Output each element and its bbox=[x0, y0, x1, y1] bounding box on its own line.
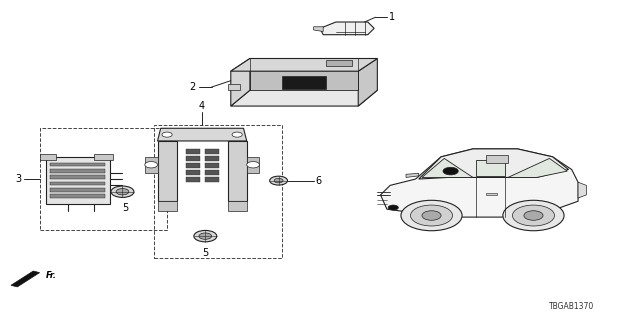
Text: 6: 6 bbox=[316, 176, 322, 186]
Bar bbox=[40, 128, 167, 230]
Circle shape bbox=[145, 162, 157, 168]
Bar bbox=[205, 170, 220, 175]
Polygon shape bbox=[231, 59, 378, 71]
Circle shape bbox=[199, 233, 212, 239]
Text: 1: 1 bbox=[389, 12, 395, 22]
Polygon shape bbox=[231, 59, 250, 106]
Bar bbox=[186, 177, 200, 182]
Polygon shape bbox=[578, 182, 586, 198]
Polygon shape bbox=[486, 155, 508, 163]
Polygon shape bbox=[419, 149, 568, 179]
Polygon shape bbox=[157, 201, 177, 211]
Polygon shape bbox=[11, 271, 40, 287]
Text: 4: 4 bbox=[199, 101, 205, 111]
Polygon shape bbox=[326, 60, 352, 67]
Bar bbox=[51, 163, 104, 166]
Bar bbox=[51, 188, 104, 192]
Bar bbox=[186, 163, 200, 168]
Polygon shape bbox=[40, 154, 56, 160]
Circle shape bbox=[274, 178, 283, 183]
Circle shape bbox=[513, 205, 554, 226]
Polygon shape bbox=[422, 158, 473, 178]
Bar bbox=[186, 149, 200, 154]
Circle shape bbox=[422, 211, 441, 220]
Bar bbox=[186, 170, 200, 175]
Circle shape bbox=[116, 188, 129, 195]
Bar bbox=[51, 181, 104, 185]
Text: 2: 2 bbox=[189, 82, 196, 92]
Polygon shape bbox=[228, 141, 246, 201]
Circle shape bbox=[232, 132, 243, 137]
Polygon shape bbox=[157, 141, 177, 201]
Circle shape bbox=[443, 167, 458, 175]
Bar bbox=[205, 149, 220, 154]
Circle shape bbox=[410, 205, 452, 226]
Circle shape bbox=[194, 230, 217, 242]
Bar bbox=[205, 156, 220, 161]
Polygon shape bbox=[314, 27, 323, 32]
Polygon shape bbox=[406, 173, 419, 178]
Polygon shape bbox=[358, 59, 378, 106]
Polygon shape bbox=[282, 76, 326, 89]
Bar bbox=[205, 177, 220, 182]
Circle shape bbox=[503, 200, 564, 231]
Text: 3: 3 bbox=[15, 174, 22, 184]
Polygon shape bbox=[231, 90, 378, 106]
Circle shape bbox=[269, 176, 287, 185]
Polygon shape bbox=[476, 160, 505, 177]
Text: Fr.: Fr. bbox=[46, 271, 57, 280]
Polygon shape bbox=[145, 157, 157, 173]
Text: 5: 5 bbox=[122, 203, 129, 213]
Circle shape bbox=[162, 132, 172, 137]
Polygon shape bbox=[320, 22, 374, 35]
Polygon shape bbox=[228, 84, 241, 90]
Bar bbox=[486, 193, 497, 195]
Text: TBGAB1370: TBGAB1370 bbox=[549, 302, 595, 311]
Bar bbox=[51, 169, 104, 173]
Polygon shape bbox=[228, 201, 246, 211]
Circle shape bbox=[111, 186, 134, 197]
Bar bbox=[154, 125, 282, 258]
Polygon shape bbox=[94, 154, 113, 160]
Polygon shape bbox=[508, 158, 567, 178]
Bar bbox=[51, 175, 104, 179]
Polygon shape bbox=[46, 157, 109, 204]
Bar bbox=[205, 163, 220, 168]
Polygon shape bbox=[381, 149, 578, 217]
Circle shape bbox=[401, 200, 462, 231]
Polygon shape bbox=[246, 157, 259, 173]
Polygon shape bbox=[157, 128, 246, 141]
Polygon shape bbox=[250, 71, 358, 90]
Text: 5: 5 bbox=[202, 248, 209, 258]
Bar bbox=[51, 194, 104, 198]
Circle shape bbox=[388, 205, 398, 210]
Circle shape bbox=[524, 211, 543, 220]
Bar bbox=[186, 156, 200, 161]
Circle shape bbox=[246, 162, 259, 168]
